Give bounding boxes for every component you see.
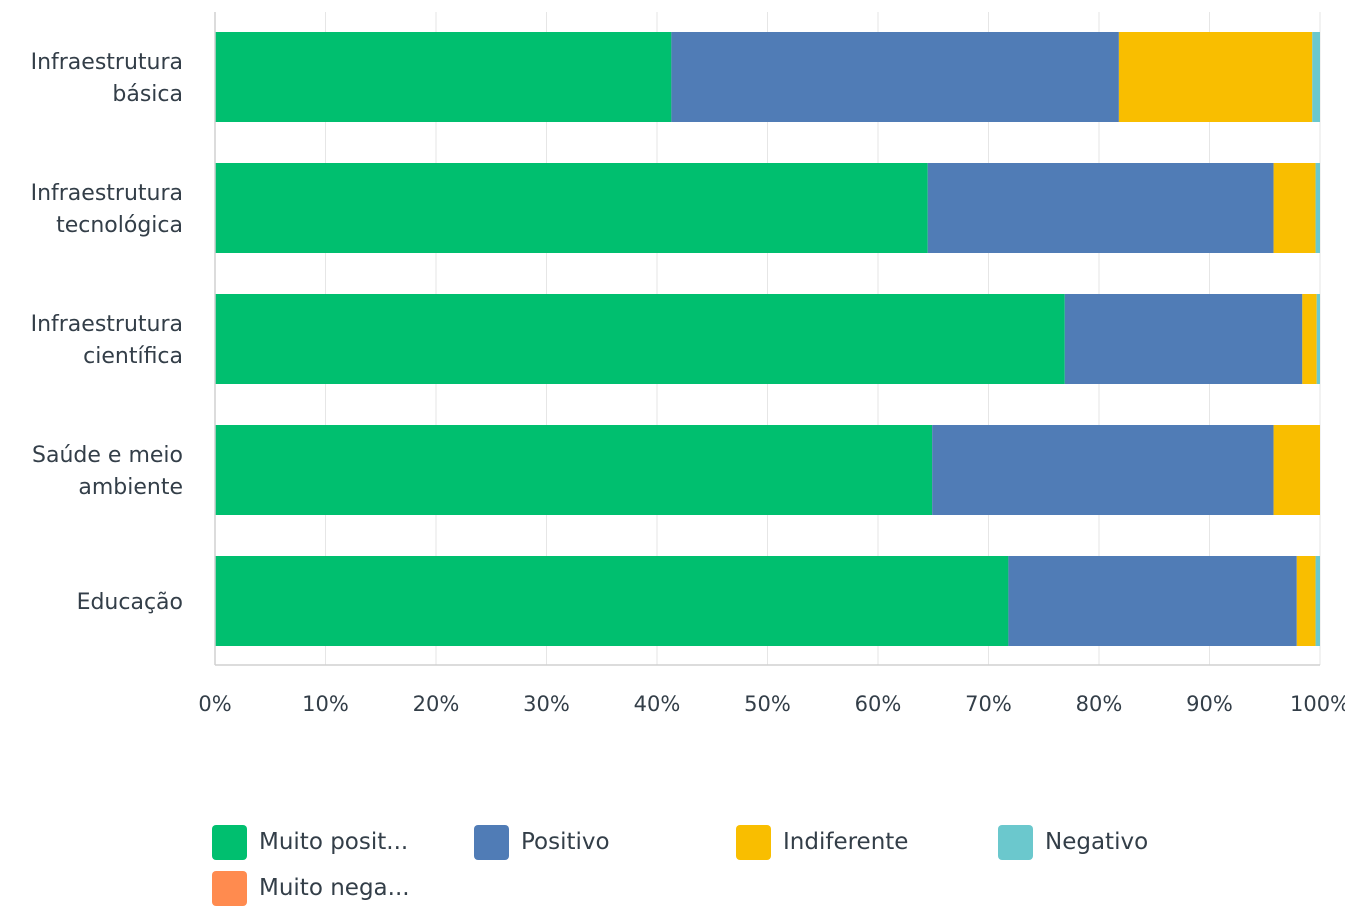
legend-item[interactable]: Muito nega...	[212, 870, 410, 906]
legend-item[interactable]: Negativo	[998, 824, 1148, 860]
legend-item[interactable]: Positivo	[474, 824, 610, 860]
category-label: Infraestrutura	[31, 312, 183, 337]
bar-segment	[927, 163, 1274, 253]
bar-segment	[1315, 163, 1320, 253]
legend-item[interactable]: Muito posit...	[212, 824, 408, 860]
legend-swatch	[212, 824, 247, 860]
bar-segment	[1273, 163, 1316, 253]
bar-segment	[215, 32, 672, 122]
category-labels: Infraestrutura básica Infraestrutura tecnol…	[31, 50, 183, 615]
legend-label: Negativo	[1045, 829, 1149, 855]
legend-label: Muito nega...	[259, 875, 410, 901]
bar-segment	[1064, 294, 1303, 384]
x-tick-label: 20%	[413, 692, 460, 716]
bar-segment	[215, 425, 933, 515]
legend-swatch	[998, 824, 1033, 860]
legend-swatch	[736, 824, 771, 860]
bar-segment	[1118, 32, 1313, 122]
x-tick-label: 90%	[1186, 692, 1233, 716]
category-label: Saúde e meio	[32, 443, 183, 468]
legend-swatch	[474, 824, 509, 860]
legend: Muito posit... Positivo Indiferente Negativ…	[212, 824, 1312, 906]
bar-segment	[671, 32, 1119, 122]
bar-segment	[215, 556, 1009, 646]
x-tick-label: 50%	[744, 692, 791, 716]
legend-item[interactable]: Indiferente	[736, 824, 908, 860]
category-label: ambiente	[78, 475, 183, 500]
category-label: Infraestrutura	[31, 50, 183, 75]
bar-segment	[1296, 556, 1316, 646]
x-tick-label: 40%	[634, 692, 681, 716]
x-tick-label: 60%	[855, 692, 902, 716]
bar-segment	[1312, 32, 1320, 122]
x-tick-label: 80%	[1076, 692, 1123, 716]
x-tick-label: 100%	[1290, 692, 1345, 716]
bar-segment	[1273, 425, 1320, 515]
category-label: Infraestrutura	[31, 181, 183, 206]
bar-segment	[215, 163, 928, 253]
bars	[215, 32, 1320, 646]
bar-segment	[932, 425, 1274, 515]
bar-segment	[1315, 556, 1320, 646]
x-tick-label: 10%	[302, 692, 349, 716]
x-tick-label: 30%	[523, 692, 570, 716]
legend-label: Positivo	[521, 829, 610, 855]
legend-label: Indiferente	[783, 829, 909, 855]
x-tick-label: 0%	[198, 692, 231, 716]
bar-segment	[215, 294, 1065, 384]
axes	[214, 12, 1320, 666]
category-label: tecnológica	[56, 213, 183, 238]
category-label: básica	[112, 82, 183, 107]
x-tick-labels: 0% 10% 20% 30% 40% 50% 60% 70% 80% 90% 100%	[198, 692, 1345, 716]
legend-label: Muito posit...	[259, 829, 409, 855]
category-label: científica	[83, 344, 183, 369]
category-label: Educação	[77, 590, 183, 615]
bar-segment	[1316, 294, 1320, 384]
legend-swatch	[212, 870, 247, 906]
bar-segment	[1008, 556, 1297, 646]
x-tick-label: 70%	[965, 692, 1012, 716]
bar-segment	[1302, 294, 1317, 384]
